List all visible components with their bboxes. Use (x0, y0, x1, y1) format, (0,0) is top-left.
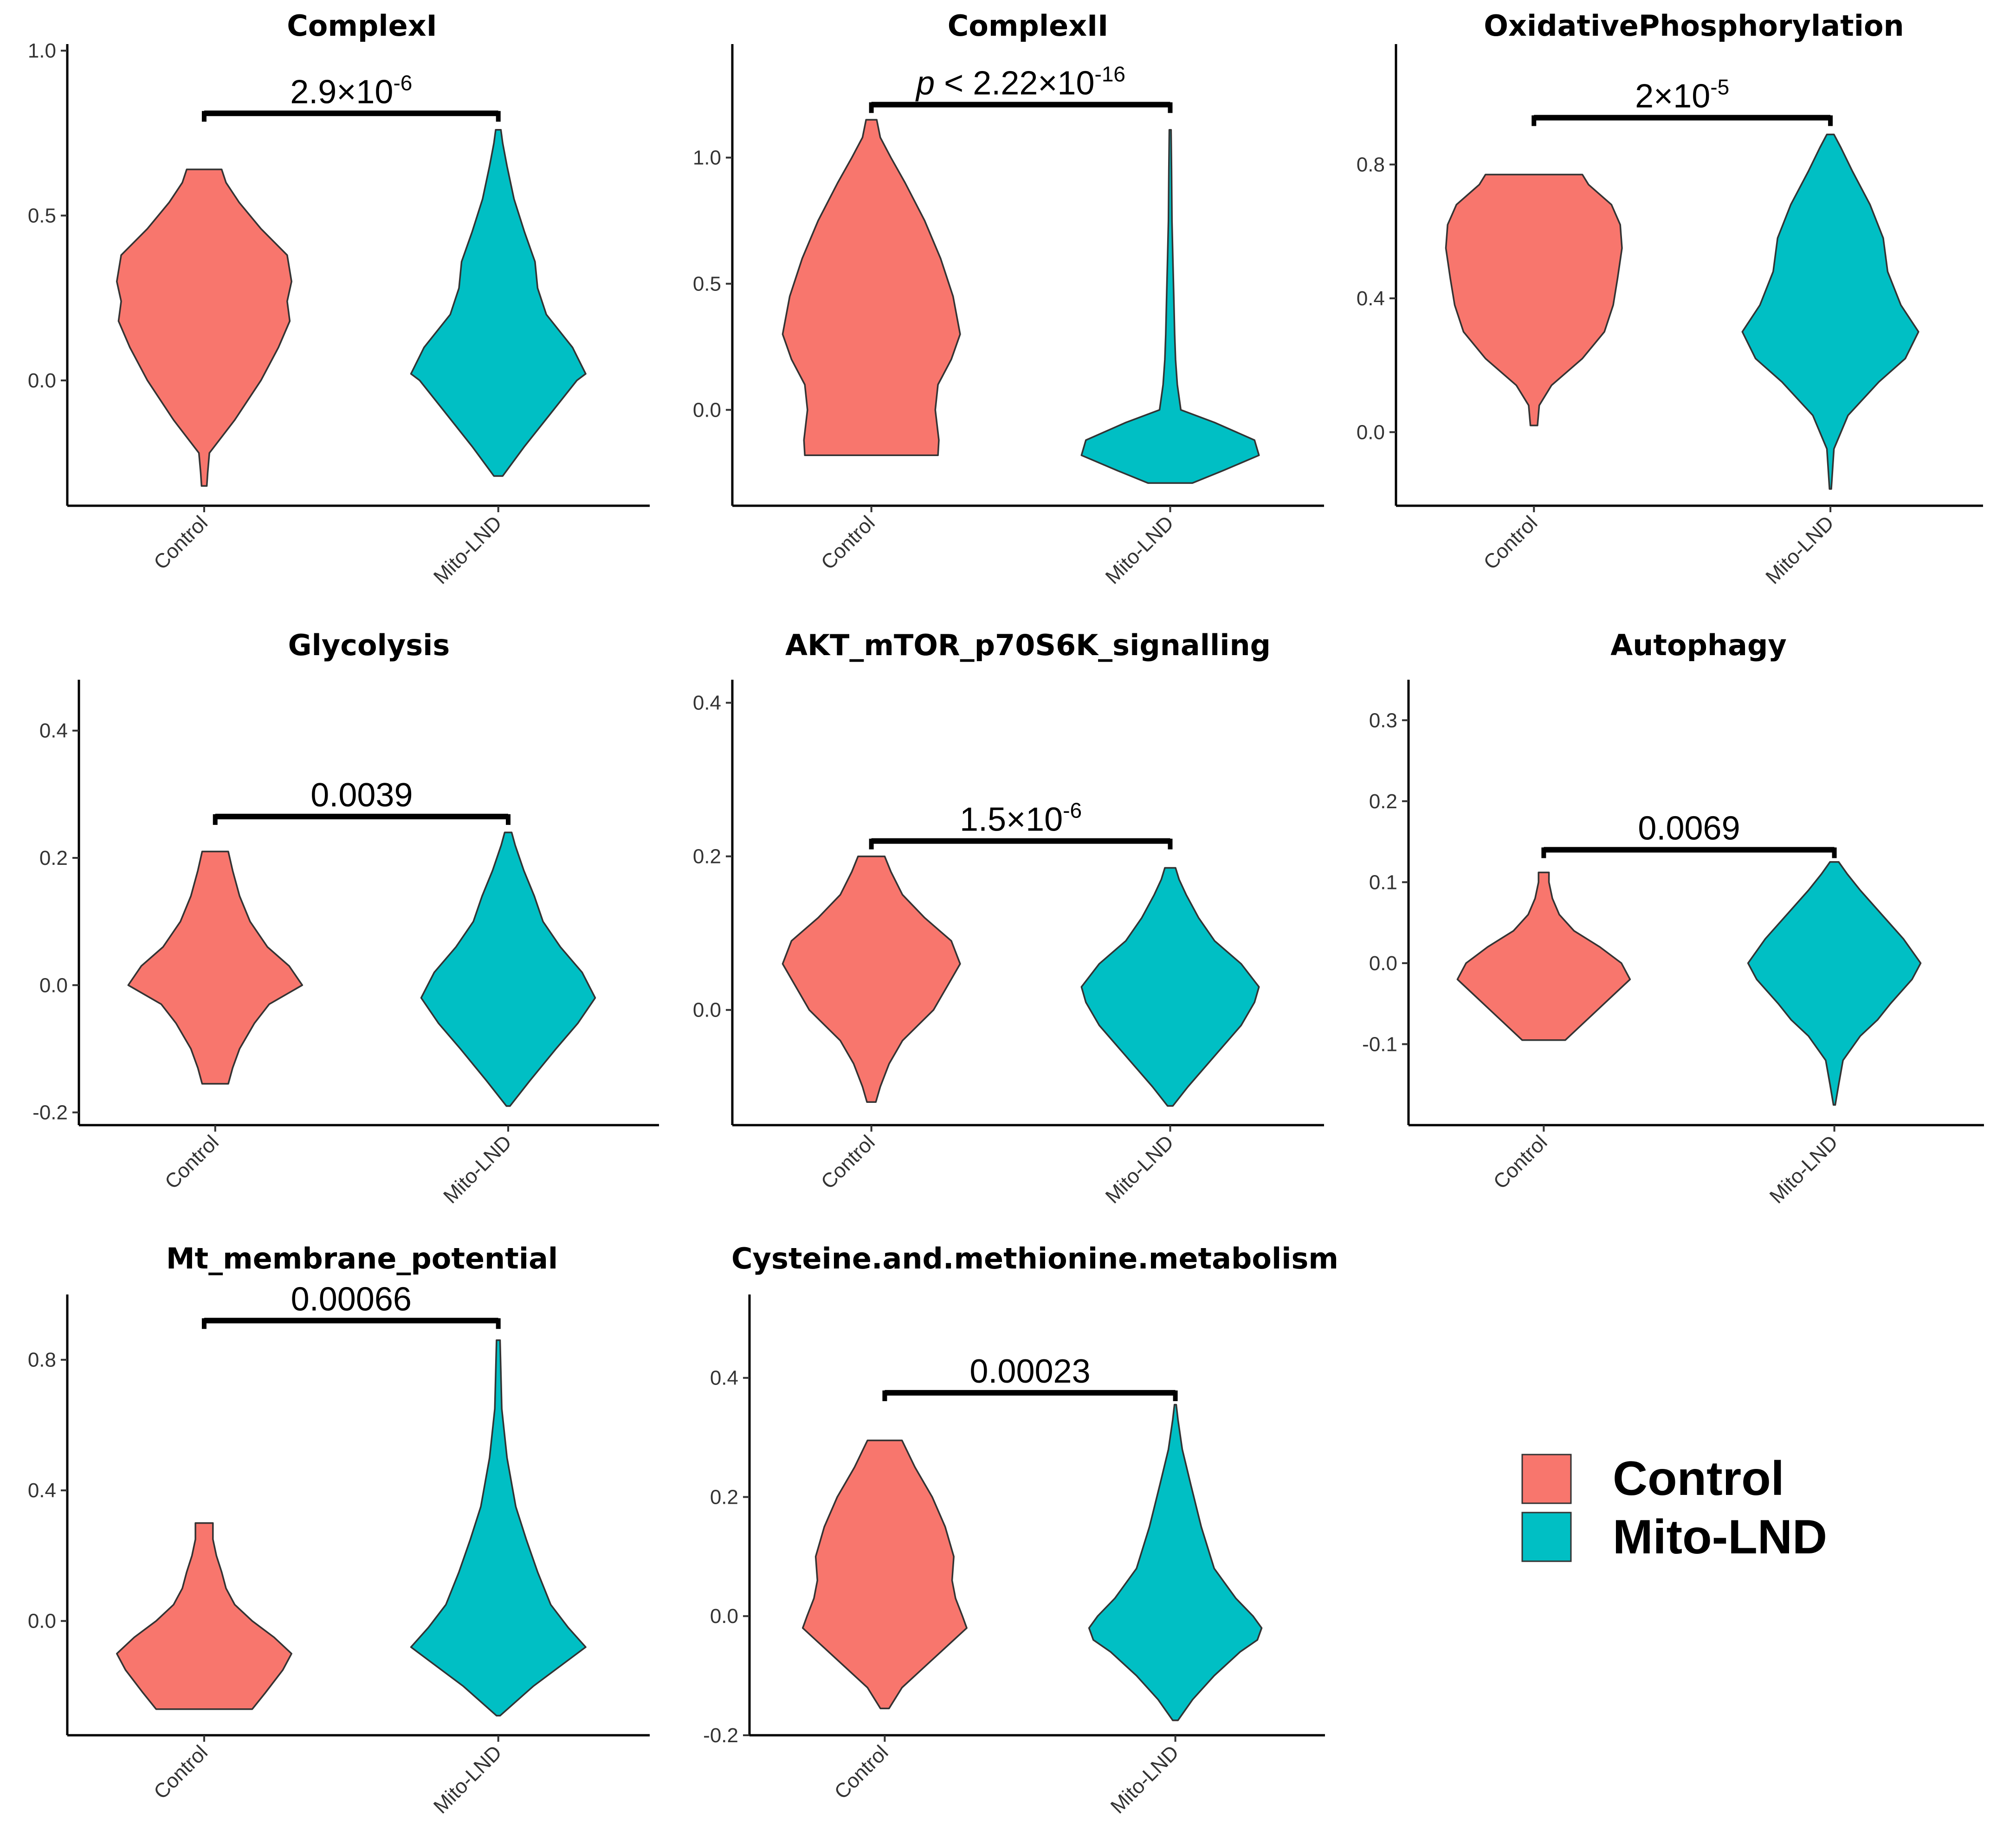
p-value-label: 0.00066 (291, 1281, 412, 1318)
y-tick-label: 0.0 (693, 999, 721, 1022)
y-tick-label: 0.0 (1357, 421, 1385, 444)
x-tick-label-control: Control (817, 511, 879, 574)
x-tick-label-control: Control (830, 1741, 893, 1803)
violin-control (782, 119, 961, 457)
legend-label-control: Control (1613, 1452, 1784, 1506)
y-tick-label: 0.5 (28, 205, 56, 227)
y-tick-label: -0.1 (1362, 1033, 1397, 1056)
x-tick-label-control: Control (161, 1131, 223, 1193)
p-value-label: 0.0069 (1638, 810, 1740, 847)
violin-control (1445, 174, 1623, 426)
y-tick-label: 0.2 (710, 1486, 738, 1508)
y-tick-label: 0.8 (28, 1349, 56, 1372)
y-tick-label: 0.4 (39, 720, 68, 742)
panel-2: ComplexII 1.0 0.5 0.0 Control Mito-LND p < 2.2… (693, 9, 1324, 588)
y-tick-label: 1.0 (693, 147, 721, 169)
y-tick-label: 1.0 (28, 39, 56, 62)
panel-6: Autophagy 0.3 0.2 0.1 0.0 -0.1 Control Mito-LND… (1362, 628, 1984, 1208)
p-value-label: 2.9×10-6 (290, 71, 412, 110)
panel-title: AKT_mTOR_p70S6K_signalling (785, 628, 1271, 662)
x-tick-label-control: Control (149, 1741, 212, 1803)
panel-title: ComplexI (287, 9, 437, 43)
violin-mito-lnd (410, 129, 587, 477)
panel-3: OxidativePhosphorylation 0.8 0.4 0.0 Control… (1357, 9, 1983, 588)
panel-title: Glycolysis (288, 628, 450, 662)
panel-1: ComplexI 1.0 0.5 0.0 Control Mito-LND 2.9×10-6 (28, 9, 650, 588)
x-tick-label-control: Control (1479, 511, 1542, 574)
y-tick-label: 0.0 (39, 974, 68, 997)
y-tick-label: 0.0 (28, 1610, 56, 1633)
x-tick-label-control: Control (1489, 1131, 1552, 1193)
y-tick-label: -0.2 (703, 1724, 738, 1747)
y-tick-label: 0.0 (1369, 952, 1397, 975)
violin-control (127, 850, 304, 1085)
p-value-label: p < 2.22×10-16 (915, 62, 1125, 102)
panel-title: ComplexII (948, 9, 1109, 43)
p-value-label: 0.0039 (310, 777, 413, 814)
violin-mito-lnd (410, 1339, 587, 1717)
y-tick-label: 0.8 (1357, 154, 1385, 176)
legend-swatch-mito (1521, 1512, 1572, 1562)
y-tick-label: 0.5 (693, 273, 721, 296)
x-tick-label-mito-lnd: Mito-LND (1761, 511, 1838, 588)
x-tick-label-mito-lnd: Mito-LND (1765, 1131, 1842, 1208)
panel-title: Mt_membrane_potential (166, 1242, 558, 1275)
panel-4: Glycolysis 0.4 0.2 0.0 -0.2 Control Mito-LND 0.… (32, 628, 659, 1208)
legend-label-mito: Mito-LND (1613, 1510, 1827, 1564)
panel-5: AKT_mTOR_p70S6K_signalling 0.4 0.2 0.0 Contr… (693, 628, 1324, 1208)
y-tick-label: 0.3 (1369, 709, 1397, 732)
legend: Control Mito-LND (1521, 1452, 1827, 1564)
panel-title: OxidativePhosphorylation (1484, 9, 1904, 43)
y-tick-label: 0.4 (1357, 287, 1385, 310)
violin-control (116, 1522, 292, 1710)
y-tick-label: 0.0 (28, 369, 56, 392)
panel-title: Autophagy (1610, 628, 1787, 662)
p-value-label: 2×10-5 (1635, 75, 1729, 115)
violin-mito-lnd (420, 831, 596, 1107)
y-tick-label: 0.2 (39, 847, 68, 869)
y-tick-label: -0.2 (32, 1101, 68, 1124)
x-tick-label-mito-lnd: Mito-LND (1101, 511, 1178, 588)
violin-control (782, 855, 961, 1103)
violin-mito-lnd (1080, 129, 1260, 484)
p-value-label: 1.5×10-6 (960, 798, 1082, 838)
x-tick-label-mito-lnd: Mito-LND (1101, 1131, 1178, 1208)
x-tick-label-mito-lnd: Mito-LND (429, 1741, 506, 1818)
y-tick-label: 0.2 (1369, 790, 1397, 813)
panel-title: Cysteine.and.methionine.metabolism (731, 1242, 1338, 1275)
y-tick-label: 0.0 (693, 399, 721, 421)
x-tick-label-mito-lnd: Mito-LND (1106, 1741, 1183, 1818)
y-tick-label: 0.4 (693, 692, 721, 715)
violin-mito-lnd (1080, 867, 1260, 1107)
panel-8: Cysteine.and.methionine.metabolism 0.4 0.2… (703, 1242, 1338, 1818)
x-tick-label-mito-lnd: Mito-LND (429, 511, 506, 588)
x-tick-label-mito-lnd: Mito-LND (439, 1131, 516, 1208)
violin-mito-lnd (1088, 1404, 1263, 1721)
y-tick-label: 0.1 (1369, 871, 1397, 894)
y-tick-label: 0.4 (28, 1479, 56, 1502)
panel-7: Mt_membrane_potential 0.8 0.4 0.0 Control Mit… (28, 1242, 650, 1818)
legend-swatch-control (1521, 1454, 1572, 1504)
y-tick-label: 0.0 (710, 1605, 738, 1628)
y-tick-label: 0.2 (693, 845, 721, 868)
violin-control (116, 168, 292, 487)
x-tick-label-control: Control (149, 511, 212, 574)
y-tick-label: 0.4 (710, 1367, 738, 1390)
p-value-label: 0.00023 (969, 1353, 1090, 1390)
violin-control (1456, 871, 1631, 1041)
violin-mito-lnd (1741, 133, 1919, 490)
violin-control (801, 1439, 968, 1709)
violin-mito-lnd (1747, 861, 1922, 1106)
x-tick-label-control: Control (817, 1131, 879, 1193)
